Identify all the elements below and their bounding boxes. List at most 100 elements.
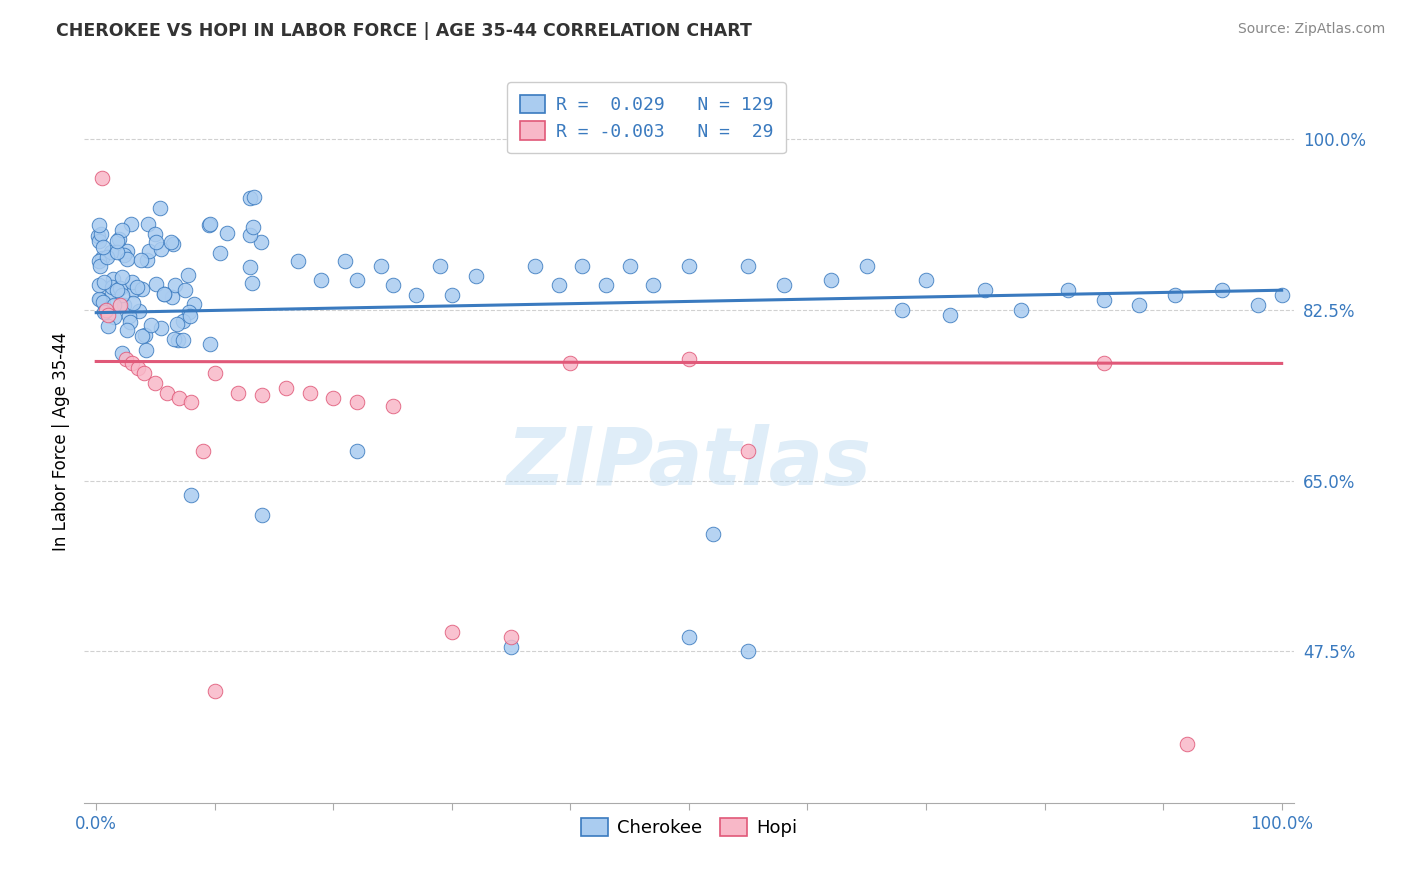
Point bbox=[200, 337, 222, 351]
Point bbox=[87, 218, 110, 232]
Point bbox=[974, 283, 997, 297]
Point bbox=[149, 202, 172, 216]
Point bbox=[103, 298, 125, 312]
Point bbox=[1010, 302, 1032, 317]
Point bbox=[152, 287, 174, 301]
Point bbox=[127, 361, 149, 376]
Point bbox=[820, 273, 842, 287]
Point bbox=[643, 278, 665, 293]
Point bbox=[1092, 293, 1115, 307]
Point bbox=[90, 227, 112, 242]
Point bbox=[115, 323, 138, 337]
Point bbox=[173, 283, 195, 297]
Point bbox=[311, 273, 333, 287]
Point bbox=[132, 366, 155, 380]
Point bbox=[891, 302, 914, 317]
Point bbox=[156, 385, 179, 400]
Text: CHEROKEE VS HOPI IN LABOR FORCE | AGE 35-44 CORRELATION CHART: CHEROKEE VS HOPI IN LABOR FORCE | AGE 35… bbox=[56, 22, 752, 40]
Point bbox=[1247, 298, 1270, 312]
Point bbox=[1164, 288, 1187, 302]
Point bbox=[274, 381, 297, 395]
Point bbox=[101, 279, 124, 293]
Point bbox=[153, 286, 176, 301]
Point bbox=[111, 223, 134, 237]
Point bbox=[105, 284, 128, 298]
Point bbox=[149, 321, 172, 335]
Point bbox=[250, 387, 273, 401]
Point bbox=[240, 276, 263, 290]
Point bbox=[179, 309, 201, 323]
Point bbox=[87, 278, 110, 293]
Point bbox=[239, 227, 262, 242]
Point bbox=[1175, 737, 1198, 751]
Point bbox=[501, 630, 523, 644]
Point bbox=[249, 235, 271, 249]
Point bbox=[464, 268, 486, 283]
Point bbox=[112, 298, 135, 312]
Point bbox=[855, 259, 877, 273]
Text: Source: ZipAtlas.com: Source: ZipAtlas.com bbox=[1237, 22, 1385, 37]
Point bbox=[1057, 283, 1080, 297]
Point bbox=[91, 294, 114, 309]
Point bbox=[166, 317, 188, 331]
Point bbox=[120, 217, 142, 231]
Point bbox=[131, 328, 153, 343]
Point bbox=[91, 170, 114, 185]
Point bbox=[108, 232, 131, 246]
Point bbox=[89, 259, 111, 273]
Point bbox=[915, 273, 938, 287]
Point bbox=[1128, 298, 1150, 312]
Point bbox=[1271, 288, 1294, 302]
Point bbox=[150, 242, 173, 256]
Text: ZIPatlas: ZIPatlas bbox=[506, 425, 872, 502]
Point bbox=[115, 351, 138, 366]
Point bbox=[145, 277, 167, 291]
Point bbox=[89, 292, 111, 306]
Point bbox=[136, 218, 159, 232]
Point bbox=[115, 252, 138, 266]
Point bbox=[128, 303, 150, 318]
Point bbox=[346, 273, 368, 287]
Point bbox=[120, 314, 142, 328]
Point bbox=[197, 218, 219, 232]
Point bbox=[571, 259, 593, 273]
Point bbox=[215, 226, 238, 240]
Point bbox=[737, 259, 759, 273]
Point bbox=[242, 190, 264, 204]
Point bbox=[737, 644, 759, 658]
Point bbox=[118, 309, 141, 323]
Point bbox=[938, 308, 960, 322]
Point bbox=[108, 281, 131, 295]
Point bbox=[93, 304, 115, 318]
Point bbox=[180, 395, 202, 409]
Point bbox=[89, 234, 111, 248]
Point bbox=[136, 253, 159, 268]
Point bbox=[440, 288, 463, 302]
Point bbox=[619, 259, 641, 273]
Point bbox=[346, 444, 368, 458]
Point bbox=[131, 252, 153, 267]
Point bbox=[91, 239, 114, 253]
Point bbox=[127, 280, 149, 294]
Point bbox=[167, 333, 190, 347]
Point bbox=[167, 391, 190, 405]
Point bbox=[122, 296, 145, 310]
Point bbox=[94, 302, 117, 317]
Point bbox=[346, 395, 368, 409]
Point bbox=[139, 318, 162, 332]
Point bbox=[143, 227, 166, 241]
Point bbox=[111, 269, 134, 284]
Point bbox=[298, 385, 321, 400]
Point bbox=[287, 254, 309, 268]
Point bbox=[122, 283, 145, 297]
Point bbox=[135, 343, 157, 358]
Point bbox=[177, 305, 200, 319]
Point bbox=[737, 444, 759, 458]
Point bbox=[101, 285, 124, 299]
Point bbox=[112, 248, 135, 262]
Point bbox=[1211, 283, 1233, 297]
Point bbox=[134, 328, 156, 343]
Point bbox=[100, 245, 122, 260]
Point bbox=[96, 250, 118, 264]
Point bbox=[111, 346, 134, 360]
